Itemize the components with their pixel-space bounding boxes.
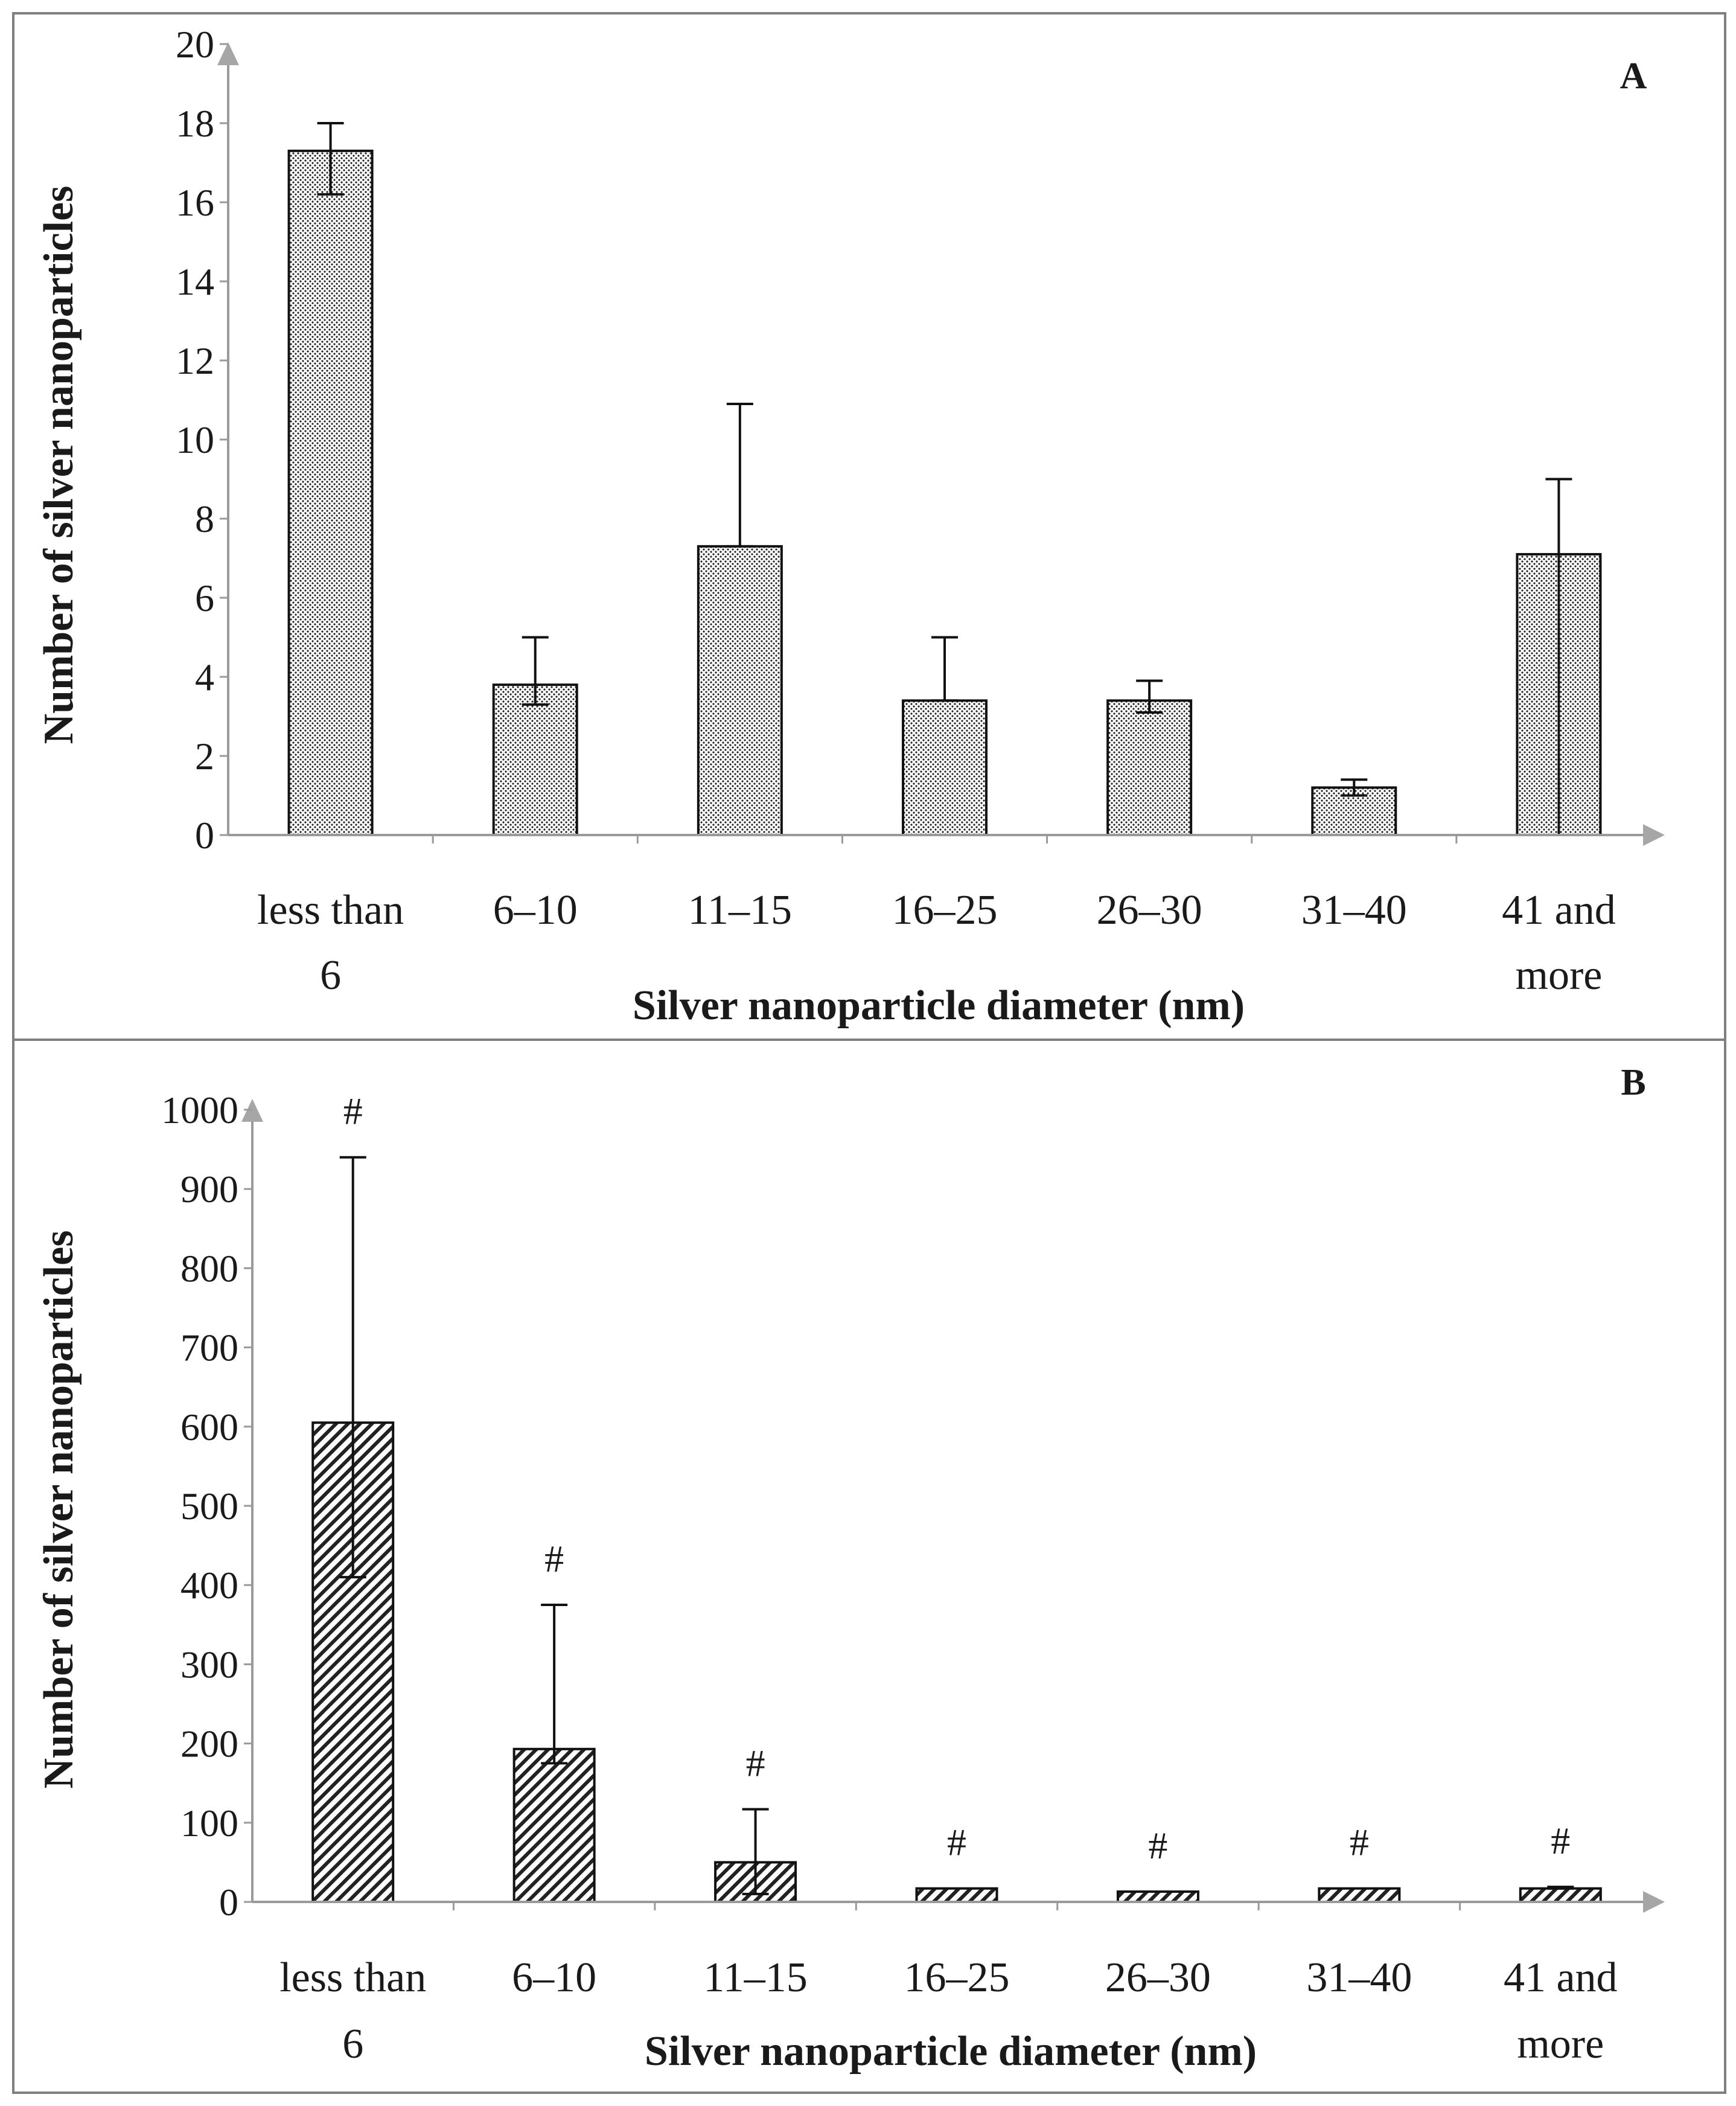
y-tick-label-b: 300 [180,1643,238,1686]
bar-b-4 [915,1887,998,1904]
x-tick-label-b-1: 6 [342,2021,363,2067]
y-tick-label-a: 0 [195,814,214,857]
y-tick-label-b: 900 [180,1168,238,1211]
panel-label-b: B [1621,1062,1645,1103]
x-tick-label-b-3: 11–15 [703,1954,807,2001]
y-tick-label-a: 10 [176,418,214,461]
x-axis-arrow-a [1643,824,1665,846]
panel-label-a: A [1620,56,1647,97]
y-tick-label-b: 500 [180,1485,238,1528]
y-tick-label-b: 800 [180,1247,238,1290]
x-tick-label-a-1: less than [257,887,404,933]
x-tick-label-a-2: 6–10 [493,887,578,933]
x-tick-label-b-2: 6–10 [512,1954,596,2001]
x-tick-label-a-7: more [1516,952,1603,999]
significance-marker-b-5: # [1148,1824,1167,1867]
y-tick-label-b: 0 [219,1881,238,1924]
y-tick-label-a: 18 [176,102,214,145]
x-axis-title-b: Silver nanoparticle diameter (nm) [645,2028,1257,2075]
x-tick-label-a-7: 41 and [1502,887,1616,933]
x-tick-label-b-1: less than [279,1954,426,2001]
y-axis-title-b: Number of silver nanoparticles [36,1231,82,1789]
y-tick-label-b: 100 [180,1802,238,1845]
significance-marker-b-4: # [947,1821,966,1864]
x-axis-arrow-b [1643,1891,1665,1913]
y-axis-arrow-a [217,42,239,65]
significance-marker-b-6: # [1350,1821,1369,1864]
significance-marker-b-1: # [343,1090,363,1133]
significance-marker-b-2: # [544,1537,564,1580]
significance-marker-b-3: # [746,1741,765,1784]
bar-a-4 [902,699,988,837]
bar-b-6 [1318,1887,1401,1904]
figure-frame [12,12,1726,2094]
bar-a-2 [492,683,578,836]
y-axis-title-a: Number of silver nanoparticles [36,186,82,744]
x-tick-label-a-5: 26–30 [1097,887,1202,933]
x-tick-label-b-7: 41 and [1504,1954,1618,2001]
y-tick-label-a: 6 [195,577,214,619]
y-tick-label-b: 700 [180,1327,238,1369]
bar-b-7 [1519,1887,1602,1904]
x-tick-label-b-7: more [1517,2021,1604,2067]
x-tick-label-a-4: 16–25 [892,887,998,933]
bar-b-2 [512,1747,596,1903]
x-axis-title-a: Silver nanoparticle diameter (nm) [633,982,1245,1029]
y-tick-label-a: 4 [195,656,214,699]
y-tick-label-b: 1000 [161,1089,238,1131]
x-tick-label-a-3: 11–15 [688,887,792,933]
x-tick-label-b-4: 16–25 [904,1954,1010,2001]
x-tick-label-a-1: 6 [320,952,341,999]
chart-panel-b: 0 100 200 300 400 500 600 700 800 900 1000 less th… [36,1062,1665,2075]
bar-a-3 [697,545,783,836]
chart-panel-a: 0 2 4 6 8 10 12 14 16 18 20 less than 6 6–10 11–15 16–… [36,23,1665,1029]
bar-a-5 [1106,699,1193,837]
y-tick-label-b: 400 [180,1564,238,1607]
significance-marker-b-7: # [1551,1819,1570,1862]
y-tick-label-a: 2 [195,735,214,778]
y-tick-label-a: 14 [176,260,214,303]
y-tick-label-a: 20 [176,23,214,66]
bar-b-5 [1116,1890,1199,1904]
y-tick-label-a: 16 [176,181,214,224]
y-tick-label-a: 8 [195,498,214,540]
y-tick-label-b: 600 [180,1406,238,1448]
x-tick-label-a-6: 31–40 [1301,887,1407,933]
y-tick-label-b: 200 [180,1723,238,1765]
x-tick-label-b-5: 26–30 [1105,1954,1211,2001]
y-tick-label-a: 12 [176,339,214,382]
x-tick-label-b-6: 31–40 [1306,1954,1412,2001]
bar-a-1 [287,149,374,837]
